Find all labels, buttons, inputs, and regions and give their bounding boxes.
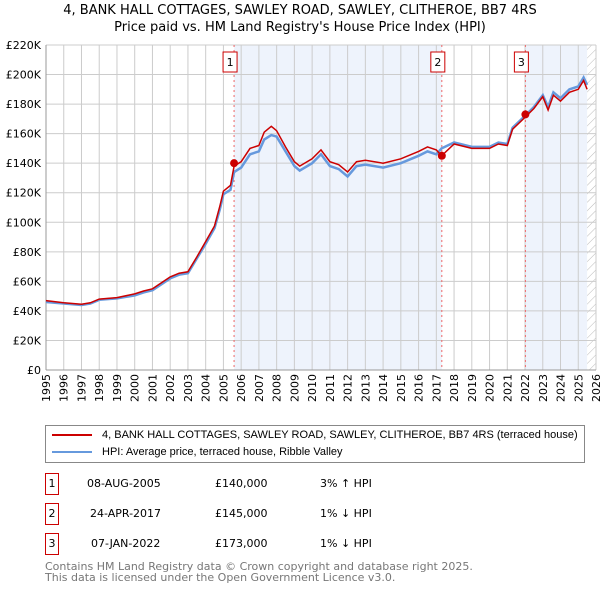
y-tick-label: £80K <box>13 246 42 259</box>
y-tick-label: £40K <box>13 305 42 318</box>
sale-point <box>230 159 239 168</box>
sale-date: 08-AUG-2005 <box>87 477 161 490</box>
y-tick-label: £120K <box>6 187 42 200</box>
x-tick-label: 2024 <box>555 374 568 402</box>
x-tick-label: 2003 <box>182 374 195 402</box>
x-tick-label: 1999 <box>111 374 124 402</box>
legend-swatch <box>52 451 92 453</box>
x-tick-label: 2012 <box>342 374 355 402</box>
x-tick-label: 1998 <box>93 374 106 402</box>
legend-label: HPI: Average price, terraced house, Ribb… <box>102 446 343 458</box>
x-tick-label: 2014 <box>377 374 390 402</box>
x-tick-label: 1996 <box>58 374 71 402</box>
marker-badge: 2 <box>45 503 59 525</box>
x-tick-label: 2013 <box>359 374 372 402</box>
y-tick-label: £0 <box>27 364 41 377</box>
legend: 4, BANK HALL COTTAGES, SAWLEY ROAD, SAWL… <box>45 425 585 463</box>
y-tick-label: £20K <box>13 334 42 347</box>
hpi-diff: 1% ↓ HPI <box>320 537 372 550</box>
x-tick-label: 2021 <box>501 374 514 402</box>
sale-price: £140,000 <box>215 477 268 490</box>
x-tick-label: 2009 <box>288 374 301 402</box>
sale-date: 07-JAN-2022 <box>91 537 161 550</box>
y-tick-label: £180K <box>6 98 42 111</box>
x-tick-label: 2008 <box>271 374 284 402</box>
sale-point <box>437 151 446 160</box>
x-tick-label: 2020 <box>484 374 497 402</box>
x-tick-label: 2007 <box>253 374 266 402</box>
forecast-hatch <box>587 45 596 370</box>
x-tick-label: 2018 <box>448 374 461 402</box>
transaction-row: 2 24-APR-2017 £145,000 1% ↓ HPI <box>45 503 585 525</box>
x-tick-label: 2019 <box>466 374 479 402</box>
sale-marker-badge <box>222 51 238 73</box>
y-tick-label: £220K <box>6 39 42 52</box>
legend-item-hpi: HPI: Average price, terraced house, Ribb… <box>52 445 343 459</box>
sale-price: £173,000 <box>215 537 268 550</box>
chart-title: 4, BANK HALL COTTAGES, SAWLEY ROAD, SAWL… <box>63 3 537 18</box>
y-tick-label: £160K <box>6 128 42 141</box>
chart-subtitle: Price paid vs. HM Land Registry's House … <box>114 20 486 35</box>
sale-marker-label: 3 <box>518 56 525 69</box>
sale-point <box>521 110 530 119</box>
sale-marker-badge <box>430 51 446 73</box>
property-price-line <box>45 78 588 306</box>
x-tick-label: 1995 <box>40 374 53 402</box>
hpi-diff: 1% ↓ HPI <box>320 507 372 520</box>
x-tick-label: 2023 <box>537 374 550 402</box>
sale-price: £145,000 <box>215 507 268 520</box>
y-tick-label: £100K <box>6 216 42 229</box>
x-tick-label: 2025 <box>572 374 585 402</box>
price-chart: 1995 1996 1997 1998 1999 2000 2001 2002 2003 2004… <box>6 39 600 402</box>
x-tick-label: 2004 <box>200 374 213 402</box>
x-tick-label: 2001 <box>146 374 159 402</box>
sale-date: 24-APR-2017 <box>90 507 162 520</box>
x-tick-label: 2022 <box>519 374 532 402</box>
footer-licence: This data is licensed under the Open Gov… <box>45 571 396 584</box>
x-tick-label: 2015 <box>395 374 408 402</box>
hpi-line <box>45 74 589 307</box>
x-tick-label: 2016 <box>413 374 426 402</box>
x-tick-label: 2005 <box>217 374 230 402</box>
x-tick-label: 1997 <box>75 374 88 402</box>
footer-copyright: Contains HM Land Registry data © Crown c… <box>45 560 473 573</box>
x-tick-label: 2000 <box>129 374 142 402</box>
x-tick-label: 2002 <box>164 374 177 402</box>
legend-swatch <box>52 434 92 436</box>
shaded-period <box>234 45 442 370</box>
x-tick-label: 2026 <box>590 374 600 402</box>
y-tick-label: £200K <box>6 69 42 82</box>
x-tick-label: 2017 <box>430 374 443 402</box>
y-tick-label: £140K <box>6 157 42 170</box>
hpi-diff: 3% ↑ HPI <box>320 477 372 490</box>
transaction-row: 1 08-AUG-2005 £140,000 3% ↑ HPI <box>45 473 585 495</box>
marker-badge: 3 <box>45 533 59 555</box>
sale-marker-badge <box>513 51 529 73</box>
marker-badge: 1 <box>45 473 59 495</box>
sale-marker-label: 2 <box>434 56 441 69</box>
x-tick-label: 2006 <box>235 374 248 402</box>
x-tick-label: 2011 <box>324 374 337 402</box>
shaded-period <box>525 45 588 370</box>
x-tick-label: 2010 <box>306 374 319 402</box>
transaction-row: 3 07-JAN-2022 £173,000 1% ↓ HPI <box>45 533 585 555</box>
legend-label: 4, BANK HALL COTTAGES, SAWLEY ROAD, SAWL… <box>102 429 578 441</box>
sale-marker-label: 1 <box>227 56 234 69</box>
legend-item-property: 4, BANK HALL COTTAGES, SAWLEY ROAD, SAWL… <box>52 428 578 442</box>
y-tick-label: £60K <box>13 275 42 288</box>
